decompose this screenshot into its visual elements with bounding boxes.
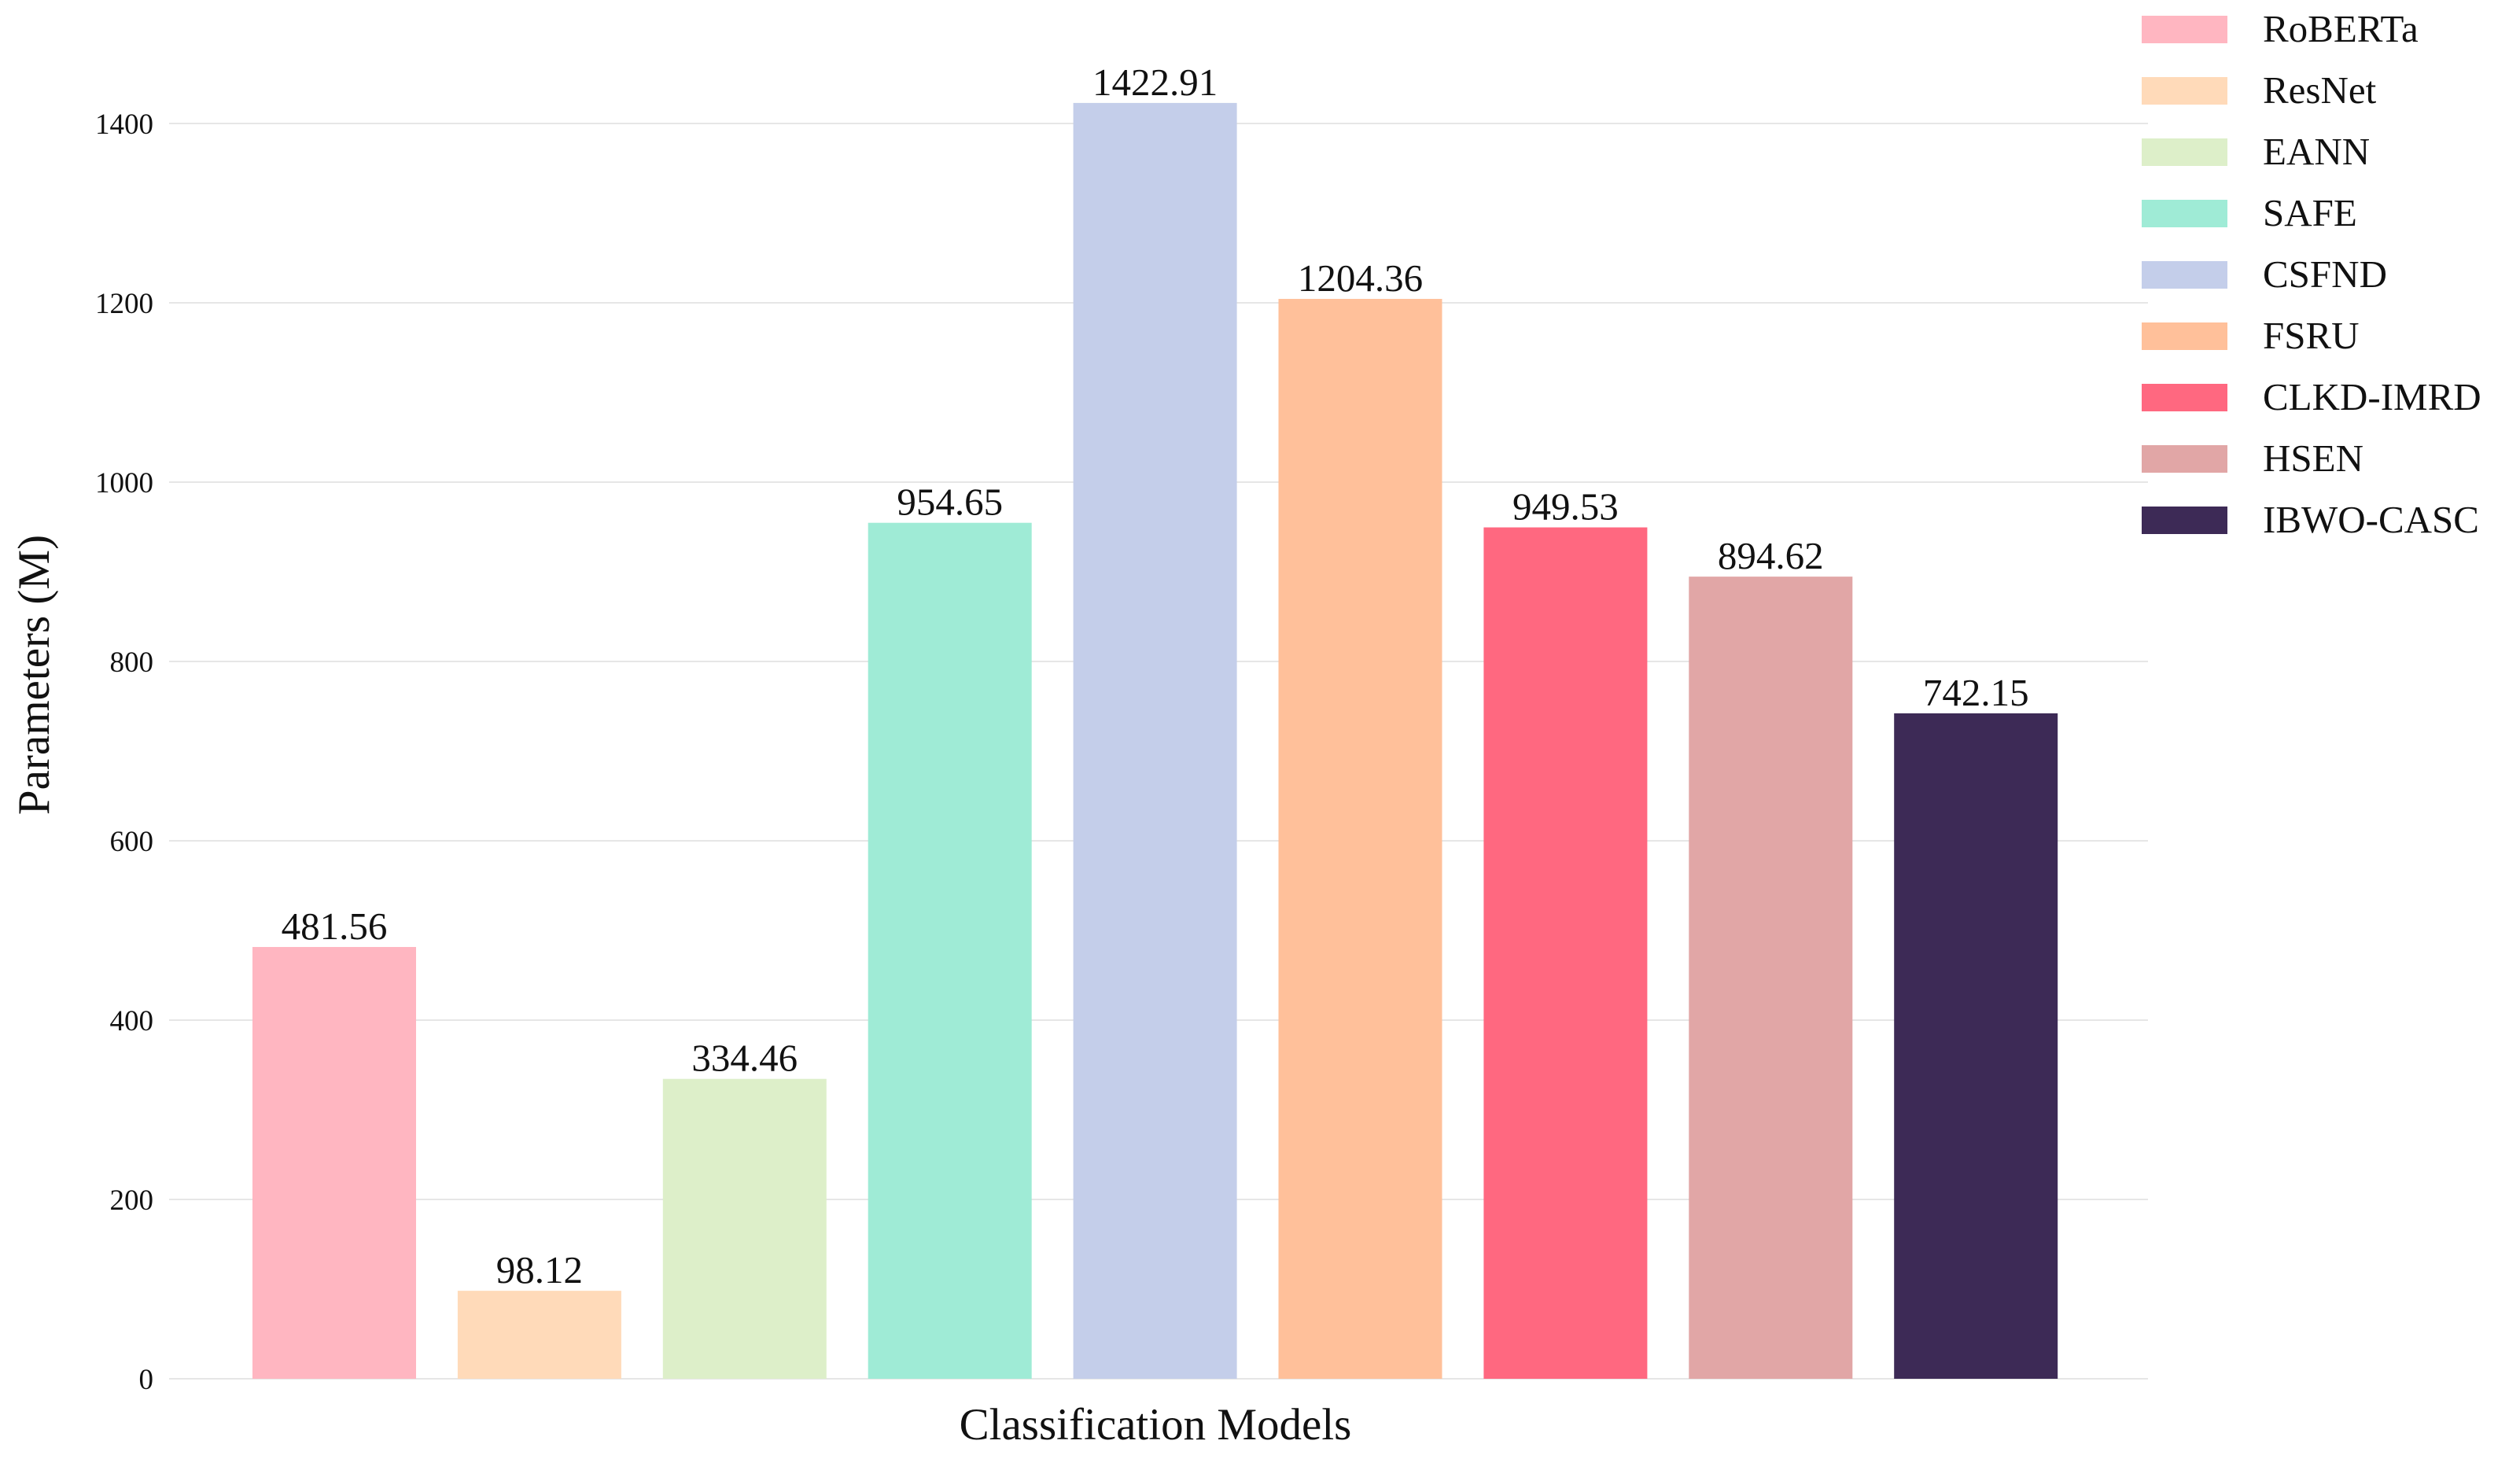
legend-swatch (2142, 261, 2227, 289)
y-tick-label: 800 (110, 647, 154, 679)
legend-label: SAFE (2263, 191, 2357, 234)
legend-label: IBWO-CASC (2263, 498, 2479, 541)
legend-swatch (2142, 138, 2227, 166)
legend-label: EANN (2263, 130, 2370, 173)
value-label: 334.46 (691, 1037, 798, 1080)
bar-clkd-imrd (1483, 527, 1648, 1379)
y-axis-title: Parameters (M) (9, 535, 59, 815)
legend-swatch (2142, 384, 2227, 411)
legend-label: HSEN (2263, 437, 2363, 480)
bar-hsen (1689, 577, 1853, 1379)
legend-swatch (2142, 200, 2227, 227)
y-tick-label: 0 (139, 1364, 154, 1396)
y-tick-label: 1400 (95, 109, 153, 141)
value-label: 98.12 (496, 1248, 583, 1291)
y-tick-label: 1000 (95, 467, 153, 499)
y-tick-label: 600 (110, 826, 154, 858)
bar-eann (662, 1078, 827, 1379)
bar-resnet (457, 1291, 621, 1379)
value-label: 742.15 (1923, 671, 2029, 714)
legend-label: CLKD-IMRD (2263, 375, 2481, 418)
y-tick-label: 1200 (95, 288, 153, 320)
bar-ibwo-casc (1894, 713, 2058, 1379)
legend-swatch (2142, 507, 2227, 534)
legend-swatch (2142, 16, 2227, 43)
legend-swatch (2142, 445, 2227, 473)
bar-csfnd (1073, 102, 1237, 1380)
legend-swatch (2142, 322, 2227, 350)
legend-label: RoBERTa (2263, 7, 2419, 50)
bar-fsru (1278, 299, 1442, 1380)
value-label: 1204.36 (1298, 256, 1423, 300)
value-label: 481.56 (282, 905, 388, 948)
bar-safe (868, 522, 1032, 1379)
x-axis-title: Classification Models (960, 1400, 1352, 1450)
legend-swatch (2142, 77, 2227, 105)
legend-label: CSFND (2263, 252, 2387, 296)
legend-label: FSRU (2263, 314, 2360, 357)
legend-label: ResNet (2263, 68, 2377, 112)
value-label: 954.65 (897, 481, 1003, 524)
value-label: 1422.91 (1092, 61, 1218, 104)
value-label: 949.53 (1512, 485, 1619, 529)
y-tick-label: 400 (110, 1005, 154, 1037)
bar-roberta (252, 947, 416, 1379)
y-tick-label: 200 (110, 1185, 154, 1217)
value-label: 894.62 (1718, 534, 1824, 577)
